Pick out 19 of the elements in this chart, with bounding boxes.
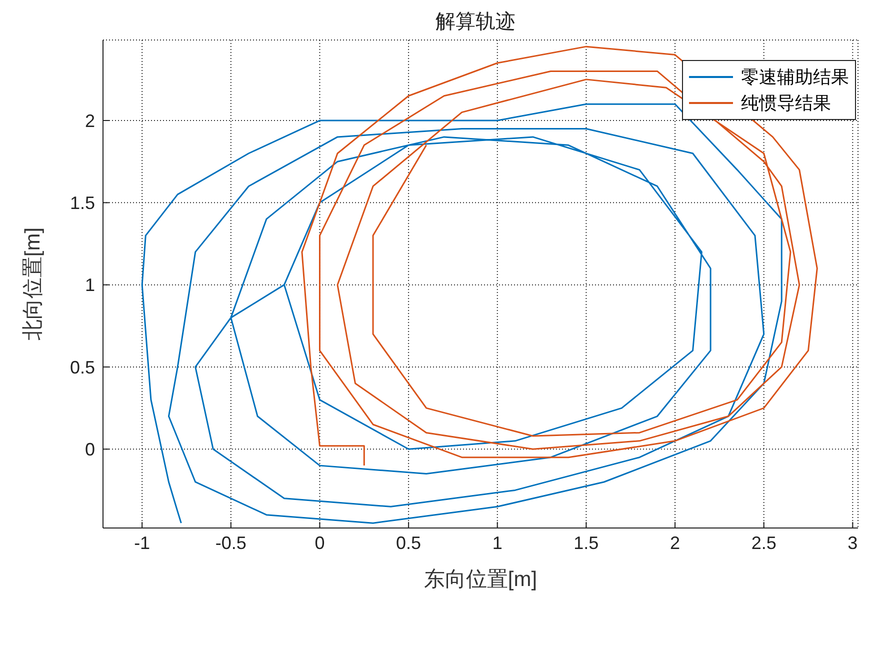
x-tick-label: 3	[848, 532, 858, 553]
x-tick-label: 0.5	[396, 532, 422, 553]
y-tick-label: 1.5	[70, 193, 95, 214]
x-tick-label: 0	[314, 532, 325, 553]
y-tick-label: 0	[84, 440, 95, 460]
y-axis-title: 北向位置[m]	[21, 227, 44, 341]
x-tick-label: -1	[134, 532, 150, 553]
x-tick-label: 1.5	[574, 532, 599, 553]
x-tick-label: -0.5	[215, 532, 246, 553]
legend-label: 纯惯导结果	[741, 92, 831, 115]
y-tick-label: 0.5	[70, 357, 95, 378]
x-tick-label: 2.5	[751, 532, 776, 553]
legend-label: 零速辅助结果	[741, 66, 849, 89]
x-axis-title: 东向位置[m]	[424, 568, 538, 591]
x-tick-label: 2	[670, 532, 680, 553]
chart-title: 解算轨迹	[434, 10, 516, 35]
y-tick-label: 1	[84, 275, 95, 296]
y-tick-label: 2	[84, 110, 95, 131]
x-tick-label: 1	[492, 532, 502, 553]
